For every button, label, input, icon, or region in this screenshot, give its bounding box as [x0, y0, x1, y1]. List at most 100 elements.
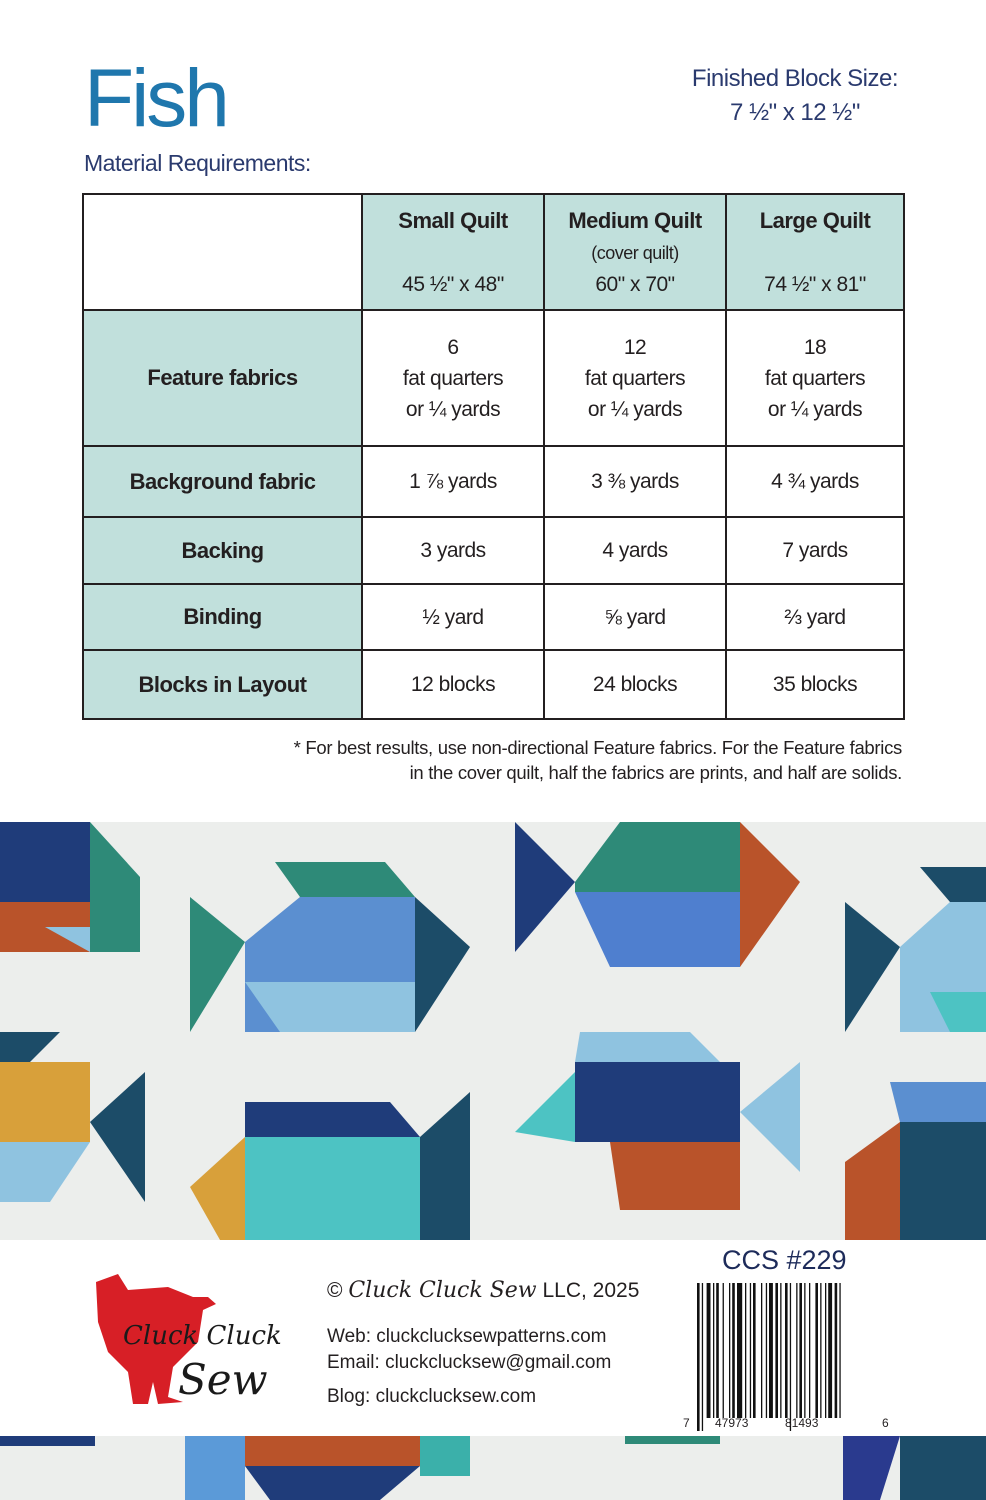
barcode	[697, 1283, 841, 1431]
barcode-bar	[749, 1283, 752, 1418]
barcode-bar	[753, 1283, 756, 1418]
column-header-small: Small Quilt 45 ½" x 48"	[361, 193, 545, 311]
block-size-value: 7 ½" x 12 ½"	[730, 99, 860, 126]
note-line: in the cover quilt, half the fabrics are…	[409, 762, 903, 783]
table-row: Backing 3 yards 4 yards 7 yards	[82, 516, 905, 585]
barcode-bar	[765, 1283, 768, 1418]
table-row: Blocks in Layout 12 blocks 24 blocks 35 …	[82, 649, 905, 720]
table-cell: 18 fat quarters or ¼ yards	[725, 309, 905, 447]
barcode-digit: 6	[882, 1416, 889, 1430]
column-header-large: Large Quilt 74 ½" x 81"	[725, 193, 905, 311]
table-header-row: Small Quilt 45 ½" x 48" Medium Quilt (co…	[82, 193, 905, 311]
fish-block	[515, 1032, 800, 1210]
column-size: 74 ½" x 81"	[764, 273, 866, 296]
fish-block	[190, 862, 470, 1032]
empty-corner-cell	[82, 193, 363, 311]
table-cell: ⅝ yard	[543, 583, 727, 651]
cluck-cluck-sew-logo: Cluck Cluck Sew	[96, 1274, 282, 1404]
email-link[interactable]: Email: cluckclucksew@gmail.com	[327, 1352, 612, 1373]
barcode-bar	[789, 1283, 792, 1431]
copyright-symbol: ©	[327, 1279, 343, 1302]
table-cell: 24 blocks	[543, 649, 727, 720]
finished-block-size: Finished Block Size: 7 ½" x 12 ½"	[691, 62, 899, 130]
row-label: Feature fabrics	[82, 309, 363, 447]
barcode-bar	[775, 1283, 778, 1418]
fish-block	[0, 1032, 145, 1202]
table-cell: 4 yards	[543, 516, 727, 585]
barcode-digit: 47973	[715, 1416, 749, 1430]
barcode-bar	[732, 1283, 735, 1418]
fabric-note: * For best results, use non-directional …	[293, 735, 903, 785]
barcode-bar	[716, 1283, 719, 1418]
fish-block	[190, 1092, 470, 1240]
fish-block	[0, 822, 140, 952]
material-requirements-heading: Material Requirements:	[84, 150, 311, 176]
barcode-digit: 81493	[785, 1416, 819, 1430]
barcode-bar	[722, 1283, 724, 1418]
block-size-label: Finished Block Size:	[691, 65, 899, 92]
copyright-year: LLC, 2025	[542, 1279, 640, 1302]
table-cell: 6 fat quarters or ¼ yards	[361, 309, 545, 447]
table-cell: 3 ⅜ yards	[543, 445, 727, 518]
barcode-bar	[785, 1283, 788, 1418]
svg-text:Sew: Sew	[178, 1355, 268, 1404]
barcode-bar	[796, 1283, 798, 1418]
barcode-bar	[815, 1283, 818, 1418]
table-row: Background fabric 1 ⅞ yards 3 ⅜ yards 4 …	[82, 445, 905, 518]
barcode-bar	[799, 1283, 802, 1418]
table-cell: ½ yard	[361, 583, 545, 651]
column-name: Large Quilt	[759, 208, 871, 233]
svg-text:Cluck Cluck: Cluck Cluck	[123, 1321, 282, 1351]
barcode-bar	[761, 1283, 763, 1418]
row-label: Background fabric	[82, 445, 363, 518]
copyright-brand: Cluck Cluck Sew	[348, 1278, 537, 1303]
fish-block	[845, 867, 986, 1032]
barcode-bar	[769, 1283, 773, 1418]
column-name: Medium Quilt	[568, 208, 702, 233]
barcode-bar	[828, 1283, 833, 1418]
barcode-bar	[839, 1283, 841, 1418]
web-link[interactable]: Web: cluckclucksewpatterns.com	[327, 1326, 607, 1347]
barcode-bar	[804, 1283, 806, 1418]
table-cell: 12 fat quarters or ¼ yards	[543, 309, 727, 447]
barcode-bar	[834, 1283, 838, 1418]
note-line: * For best results, use non-directional …	[293, 737, 903, 758]
barcode-bar	[825, 1283, 827, 1418]
blog-link[interactable]: Blog: cluckclucksew.com	[327, 1386, 537, 1407]
table-row: Binding ½ yard ⅝ yard ⅔ yard	[82, 583, 905, 651]
column-note: (cover quilt)	[591, 243, 679, 263]
fish-block	[515, 822, 800, 967]
table-cell: 3 yards	[361, 516, 545, 585]
barcode-bar	[820, 1283, 822, 1418]
column-header-medium: Medium Quilt (cover quilt) 60" x 70"	[543, 193, 727, 311]
table-cell: 7 yards	[725, 516, 905, 585]
table-row: Feature fabrics 6 fat quarters or ¼ yards …	[82, 309, 905, 447]
copyright: © Cluck Cluck Sew LLC, 2025	[327, 1278, 639, 1303]
barcode-bar	[737, 1283, 743, 1418]
barcode-bar	[706, 1283, 711, 1418]
row-label: Backing	[82, 516, 363, 585]
barcode-bar	[809, 1283, 811, 1418]
table-cell: ⅔ yard	[725, 583, 905, 651]
barcode-bar	[745, 1283, 747, 1418]
product-code: CCS #229	[722, 1245, 847, 1275]
table-cell: 35 blocks	[725, 649, 905, 720]
column-size: 45 ½" x 48"	[402, 273, 504, 296]
table-cell: 1 ⅞ yards	[361, 445, 545, 518]
chicken-silhouette-icon	[96, 1274, 216, 1404]
barcode-bar	[697, 1283, 700, 1431]
pattern-title: Fish	[84, 53, 230, 144]
barcode-bar	[780, 1283, 782, 1418]
fish-block	[845, 1082, 986, 1240]
barcode-bar	[701, 1283, 704, 1431]
barcode-digit: 7	[683, 1416, 690, 1430]
column-size: 60" x 70"	[595, 273, 675, 296]
row-label: Binding	[82, 583, 363, 651]
quilt-photo	[0, 822, 986, 1240]
barcode-bar	[729, 1283, 731, 1418]
barcode-bar	[713, 1283, 715, 1418]
material-requirements-table: Small Quilt 45 ½" x 48" Medium Quilt (co…	[82, 193, 905, 720]
column-name: Small Quilt	[398, 208, 508, 233]
quilt-photo-bottom	[0, 1436, 986, 1500]
table-cell: 4 ¾ yards	[725, 445, 905, 518]
